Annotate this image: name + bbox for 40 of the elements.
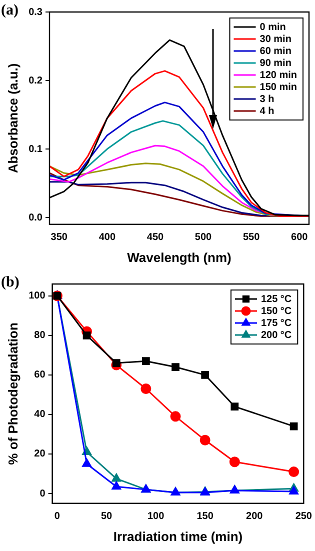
x-tick-label: 450 <box>146 232 164 244</box>
y-tick-label: 20 <box>34 448 46 460</box>
x-tick-label: 250 <box>295 511 312 522</box>
x-tick-label: 600 <box>291 232 308 244</box>
y-tick-label: 0.3 <box>28 6 43 18</box>
x-tick-label: 0 <box>54 511 60 522</box>
y-tick-label: 0.2 <box>28 75 43 86</box>
x-tick-label: 100 <box>147 511 165 522</box>
y-tick-label: 80 <box>34 330 46 342</box>
x-tick-label: 50 <box>100 511 112 522</box>
legend-label: 120 min <box>260 70 298 81</box>
legend-label: 125 °C <box>260 294 292 305</box>
legend-label: 60 min <box>260 46 292 57</box>
y-axis-title: % of Photodegradation <box>5 322 20 465</box>
y-tick-label: 0 <box>40 488 46 500</box>
x-tick-label: 150 <box>196 511 214 522</box>
legend-label: 4 h <box>260 106 274 117</box>
legend-label: 150 °C <box>260 306 292 317</box>
y-tick-label: 0.1 <box>28 144 43 155</box>
chart-title: (a) <box>1 2 18 18</box>
y-tick-label: 40 <box>34 409 46 420</box>
y-tick-label: 100 <box>28 290 46 302</box>
x-axis-title: Wavelength (nm) <box>127 250 232 265</box>
legend-label: 150 min <box>260 82 298 93</box>
x-axis-title: Irradiation time (min) <box>113 528 243 544</box>
y-tick-label: 0.0 <box>28 212 43 224</box>
legend-label: 0 min <box>260 22 286 33</box>
x-tick-label: 500 <box>194 232 212 244</box>
y-axis-title: Absorbance (a.u.) <box>5 63 20 174</box>
x-tick-label: 550 <box>242 232 260 244</box>
chart-title: (b) <box>1 274 20 290</box>
x-tick-label: 200 <box>246 511 264 522</box>
legend-label: 200 °C <box>260 330 292 341</box>
x-tick-label: 350 <box>50 232 68 244</box>
legend-label: 175 °C <box>260 318 292 329</box>
legend-label: 90 min <box>260 58 292 69</box>
x-tick-label: 400 <box>98 232 116 244</box>
legend-label: 3 h <box>260 94 274 105</box>
legend-label: 30 min <box>260 34 292 45</box>
y-tick-label: 60 <box>34 370 46 381</box>
